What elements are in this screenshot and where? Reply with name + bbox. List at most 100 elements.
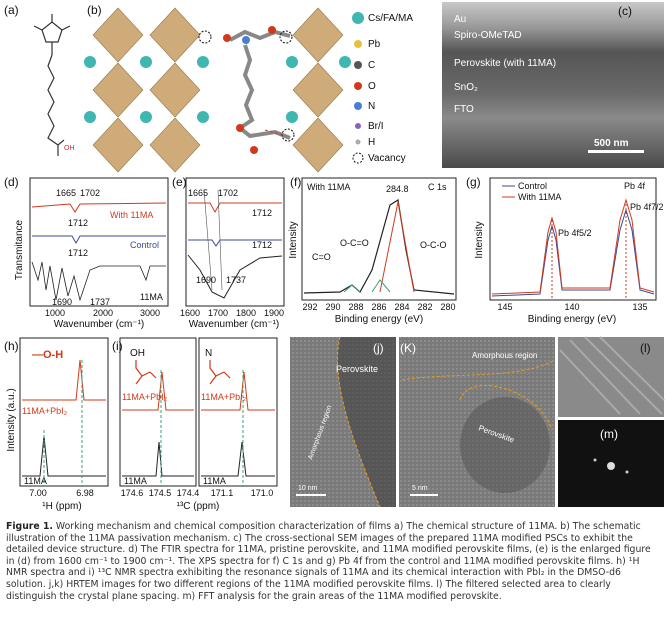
annotation: O-C-O <box>420 240 447 250</box>
panel-label: (g) <box>466 175 481 189</box>
panel-h: (h) —O-H Intensity (a.u.) 11MA+PbI₂ 11MA… <box>4 337 109 512</box>
x-axis-label: ¹³C (ppm) <box>177 501 220 512</box>
panel-label: (a) <box>4 3 19 17</box>
layer-label: Spiro-OMeTAD <box>454 30 522 41</box>
panel-label: (d) <box>4 175 19 189</box>
panel-title: With 11MA <box>307 182 350 192</box>
x-tick-label: 1700 <box>208 308 228 318</box>
peak-label: Pb 4f5/2 <box>558 228 592 238</box>
panel-f: (f) Intensity With 11MA C 1s 284.8 C=O O… <box>288 175 457 325</box>
x-tick-label: 1800 <box>236 308 256 318</box>
panel-d: (d) Transmitance 1665 1702 1712 1712 169… <box>4 175 169 330</box>
group-label: —O-H <box>32 349 63 361</box>
panel-label: (b) <box>87 3 102 17</box>
x-axis-label: Wavenumber (cm⁻¹) <box>189 319 279 330</box>
series-label: 11MA+PbI₂ <box>22 406 68 416</box>
x-tick-label: 288 <box>348 302 363 312</box>
panel-g: (g) Intensity Control With 11MA Pb 4f Pb… <box>466 175 664 325</box>
legend-label: Vacancy <box>368 153 406 164</box>
annotation: 1737 <box>90 297 110 307</box>
panel-tem: (j) Perovskite Amorphous region 10 nm (K… <box>290 336 665 508</box>
annotation: 1737 <box>226 275 246 285</box>
panel-label: (i) <box>112 339 123 353</box>
annotation: 284.8 <box>386 184 409 194</box>
scale-label: 500 nm <box>594 138 629 149</box>
peak-label: Pb 4f7/2 <box>630 202 664 212</box>
x-tick-label: 1600 <box>180 308 200 318</box>
panel-label: (f) <box>290 175 301 189</box>
panel-b: (b) Cs/FA/MA Pb C O N Br/I H Vacancy <box>84 3 413 173</box>
annotation: 1712 <box>252 208 272 218</box>
x-tick-label: 284 <box>394 302 409 312</box>
x-tick-label: 140 <box>564 302 579 312</box>
region-label: Amorphous region <box>472 351 537 360</box>
annotation: 1690 <box>52 297 72 307</box>
layer-label: FTO <box>454 104 474 115</box>
panel-label: (K) <box>400 341 416 355</box>
x-axis-label: Binding energy (eV) <box>335 314 423 325</box>
panel-label: (j) <box>373 341 384 355</box>
group-label: OH <box>130 348 145 359</box>
svg-text:OH: OH <box>64 145 75 152</box>
annotation: 1690 <box>196 275 216 285</box>
region-label: Perovskite <box>336 364 378 374</box>
x-tick-label: 282 <box>417 302 432 312</box>
series-label: 11MA <box>124 476 147 486</box>
sem-image <box>442 2 664 168</box>
legend: Cs/FA/MA Pb C O N Br/I H Vacancy <box>352 12 413 164</box>
layer-label: Au <box>454 14 466 25</box>
x-tick-label: 171.1 <box>211 488 234 498</box>
x-axis-label: Binding energy (eV) <box>528 314 616 325</box>
panel-label: (m) <box>600 427 618 441</box>
x-tick-label: 290 <box>325 302 340 312</box>
annotation: C=O <box>312 252 331 262</box>
x-tick-label: 2000 <box>93 308 113 318</box>
x-tick-label: 7.00 <box>29 488 47 498</box>
legend-label: Br/I <box>368 121 384 132</box>
annotation: 1702 <box>80 188 100 198</box>
x-tick-label: 135 <box>632 302 647 312</box>
x-tick-label: 280 <box>440 302 455 312</box>
series-label: With 11MA <box>110 210 153 220</box>
legend-label: Control <box>518 181 547 191</box>
scale-label: 10 nm <box>298 485 318 492</box>
panel-label: (c) <box>618 4 632 18</box>
annotation: 1665 <box>56 188 76 198</box>
annotation: 1702 <box>218 188 238 198</box>
annotation: 1712 <box>68 218 88 228</box>
molecule <box>33 14 71 156</box>
legend-label: With 11MA <box>518 192 561 202</box>
caption: Figure 1. Working mechanism and chemical… <box>6 521 660 602</box>
element-label: C 1s <box>428 182 447 192</box>
panel-i: (i) OH N 11MA+PbI₂ 11MA 11MA+PbI₂ 11MA 1… <box>112 337 278 512</box>
x-tick-label: 174.5 <box>149 488 172 498</box>
x-tick-label: 171.0 <box>251 488 274 498</box>
series-label: 11MA+PbI₂ <box>201 392 247 402</box>
legend-label: Cs/FA/MA <box>368 13 413 24</box>
x-axis-label: Wavenumber (cm⁻¹) <box>54 319 144 330</box>
panel-a: (a) OH <box>4 3 75 156</box>
series-label: Control <box>130 240 159 250</box>
x-tick-label: 145 <box>497 302 512 312</box>
legend-label: N <box>368 101 375 112</box>
figure: (a) OH (b) Cs/FA/MA Pb C O N Br/I H Vaca… <box>4 2 665 512</box>
y-axis-label: Intensity <box>474 221 485 258</box>
panel-label: (l) <box>640 341 651 355</box>
y-axis-label: Transmitance <box>14 219 25 280</box>
annotation: 1712 <box>68 248 88 258</box>
panel-label: (h) <box>4 339 19 353</box>
x-tick-label: 174.4 <box>177 488 200 498</box>
x-tick-label: 1900 <box>264 308 284 318</box>
panel-label: (e) <box>172 175 187 189</box>
series-label: 11MA <box>24 476 47 486</box>
legend-label: O <box>368 81 376 92</box>
caption-label: Figure 1. <box>6 521 53 532</box>
x-tick-label: 286 <box>371 302 386 312</box>
layer-label: Perovskite (with 11MA) <box>454 58 556 69</box>
legend-label: H <box>368 137 375 148</box>
panel-c: (c) Au Spiro-OMeTAD Perovskite (with 11M… <box>442 2 664 168</box>
y-axis-label: Intensity (a.u.) <box>6 388 17 451</box>
x-tick-label: 174.6 <box>121 488 144 498</box>
annotation: 1665 <box>188 188 208 198</box>
x-axis-label: ¹H (ppm) <box>42 501 81 512</box>
